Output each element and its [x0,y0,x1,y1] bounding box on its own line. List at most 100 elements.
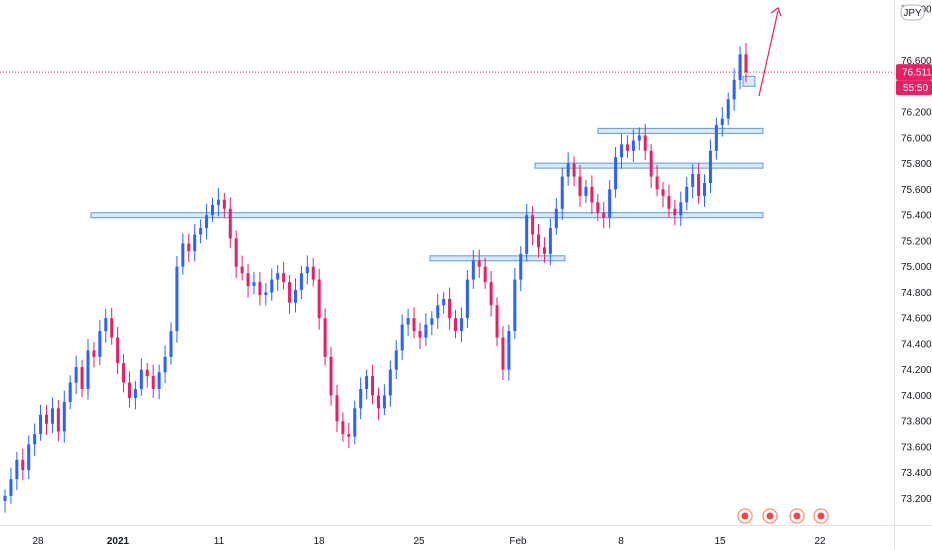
event-flag-icon[interactable] [762,508,778,524]
candle [175,256,179,343]
candle [240,255,244,281]
price-tick-label: 76.200 [901,108,932,119]
candle [27,435,31,479]
candle [542,237,546,263]
candle-body [62,401,66,432]
candle [228,197,232,249]
price-tick-label: 73.400 [901,468,932,479]
candle-body [590,186,594,203]
candle-body [258,282,262,296]
candle-body [714,125,718,151]
candle [554,197,558,235]
candle [655,165,659,197]
candle [726,92,730,126]
candle-body [495,305,499,338]
candle [714,117,718,160]
candle [620,134,624,169]
candle-body [252,282,256,287]
event-flag-icon[interactable] [789,508,805,524]
candle-body [139,369,143,390]
event-core [793,512,801,520]
event-core [817,512,825,520]
date-axis[interactable]: 28 2021 11 18 25 Feb 8 15 22 [32,536,826,547]
candle [199,219,203,244]
candle [732,68,736,111]
price-tick-label: 74.000 [901,391,932,402]
price-tick-label: 73.600 [901,442,932,453]
candle-body [691,174,695,187]
price-tick-label: 74.800 [901,288,932,299]
price-tick-label: 75.800 [901,159,932,170]
event-core [741,512,749,520]
candle [418,322,422,350]
candle [394,339,398,380]
candle-body [732,80,736,100]
candle-body [246,273,250,287]
candle-body [471,260,475,280]
candle-body [483,266,487,283]
candle [673,200,677,226]
candle-body [187,243,191,252]
candle-body [655,176,659,190]
candle-body [68,382,72,402]
candle [216,188,220,217]
candle-body [133,389,137,399]
candle [448,287,452,330]
candle [127,371,131,408]
candle [282,261,286,290]
projection-arrow-head [770,7,782,17]
candle [288,275,292,314]
candle-body [418,331,422,338]
candle [74,355,78,395]
candle-body [104,318,108,332]
price-tick-label: 74.600 [901,314,932,325]
candle [459,307,463,343]
price-tick-label: 74.400 [901,339,932,350]
date-tick-label: 28 [32,536,44,547]
date-tick-label: 11 [214,536,225,547]
candle [537,223,541,258]
candle [519,246,523,292]
last-price-tag: 76.511 [896,64,932,81]
candle [406,308,410,336]
event-flag-icon[interactable] [813,508,829,524]
candle [187,233,191,263]
candle [305,255,309,285]
candle [276,264,280,292]
candle [365,369,369,400]
candle [299,265,303,300]
candle [311,258,315,287]
candle [596,194,600,221]
candle-body [305,266,309,274]
candle [3,489,7,513]
candle [614,147,618,198]
candle [720,107,724,137]
candle-body [311,266,315,280]
currency-badge[interactable]: JPY [900,4,925,21]
candle-body [15,459,19,480]
candle-body [293,289,297,303]
candle [525,203,529,262]
candle [376,387,380,420]
candle [234,230,238,278]
candle-body [92,350,96,357]
candle-body [703,183,707,196]
candle-body [110,318,114,338]
candle [293,278,297,313]
candle-body [489,282,493,306]
candle-body [400,324,404,351]
candle-body [282,273,286,283]
candle-body [276,273,280,280]
candle [133,381,137,410]
candle-body [222,199,226,209]
candle-body [341,421,345,435]
candle-body [216,199,220,205]
date-tick-label: 15 [714,536,726,547]
candle-body [335,395,339,422]
price-axis[interactable]: 73.200 73.400 73.600 73.800 74.000 74.200 74.4… [901,5,932,505]
candle [329,346,333,406]
event-flag-icon[interactable] [737,508,753,524]
candle [139,358,143,396]
candle [86,338,90,400]
